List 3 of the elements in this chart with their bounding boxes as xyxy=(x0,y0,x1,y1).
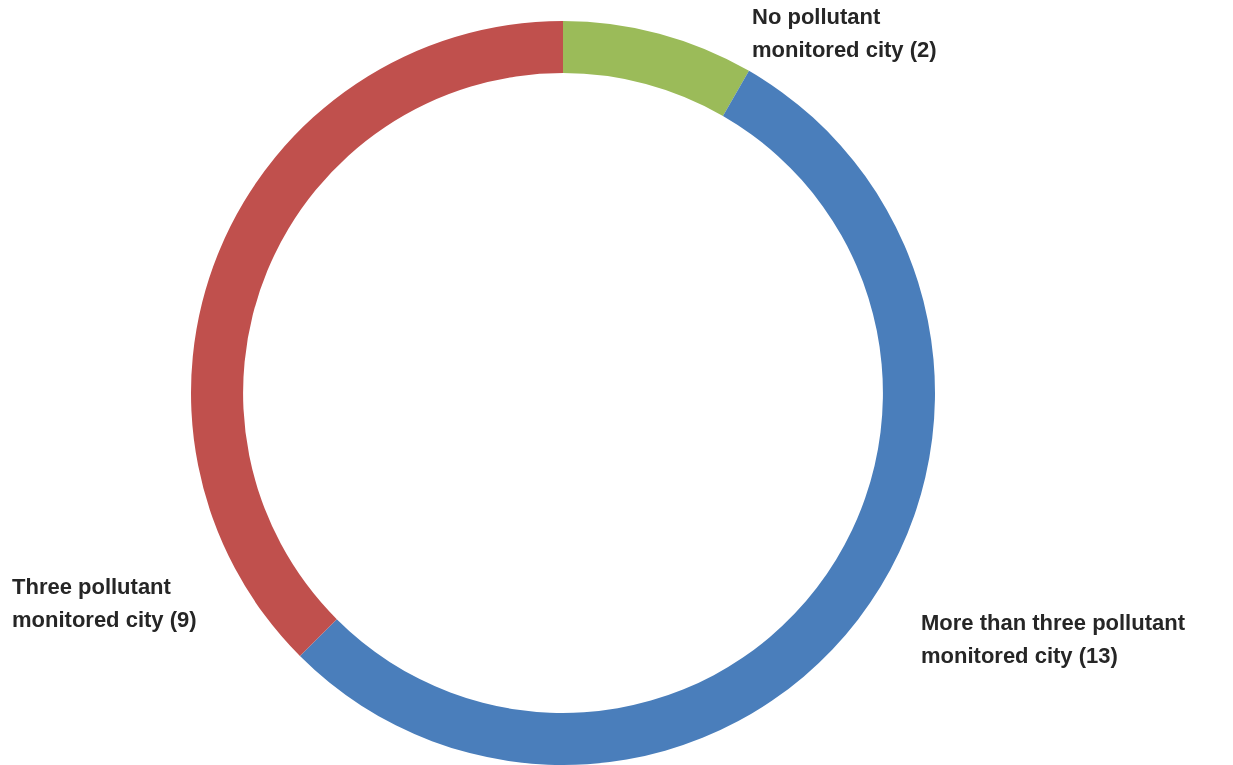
slice-label: No pollutant monitored city (2) xyxy=(752,3,938,64)
slice-label: Three pollutant monitored city (9) xyxy=(12,573,198,634)
slice-label: More than three pollutant monitored city (13) xyxy=(921,609,1186,670)
